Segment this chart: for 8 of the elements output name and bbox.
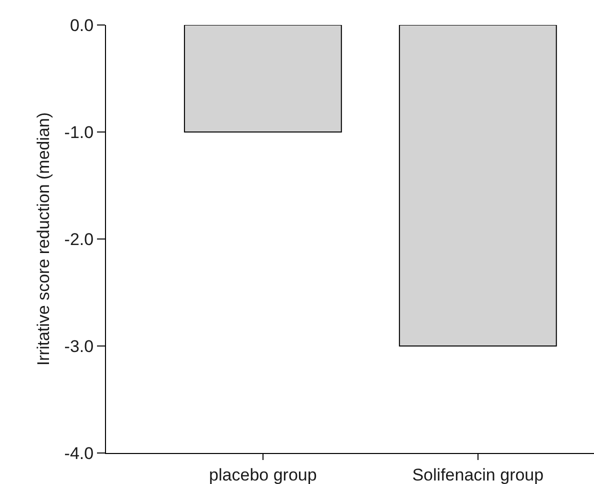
- x-tick-label: placebo group: [209, 465, 317, 484]
- x-tick-label: Solifenacin group: [412, 465, 544, 484]
- y-tick-label: -1.0: [64, 122, 94, 142]
- y-tick-label: -3.0: [64, 336, 94, 356]
- y-tick-label: -2.0: [64, 230, 94, 249]
- y-tick-label: 0.0: [70, 16, 94, 35]
- y-axis-title: Irritative score reduction (median): [34, 112, 53, 366]
- y-tick-label: -4.0: [64, 444, 94, 463]
